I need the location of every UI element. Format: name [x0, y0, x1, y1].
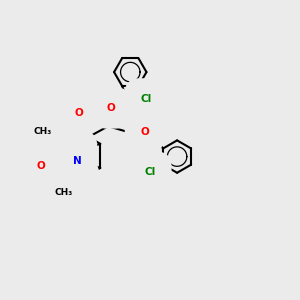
Text: Cl: Cl — [140, 94, 152, 104]
Text: Cl: Cl — [145, 167, 156, 177]
Text: O: O — [36, 161, 45, 172]
Text: O: O — [107, 103, 116, 113]
Text: N: N — [73, 155, 82, 166]
Text: O: O — [75, 108, 84, 118]
Text: N: N — [75, 175, 84, 185]
Text: CH₃: CH₃ — [54, 188, 72, 197]
Text: CH₃: CH₃ — [33, 127, 51, 136]
Text: O: O — [140, 127, 149, 136]
Text: N: N — [73, 146, 82, 156]
Text: N: N — [54, 139, 63, 149]
